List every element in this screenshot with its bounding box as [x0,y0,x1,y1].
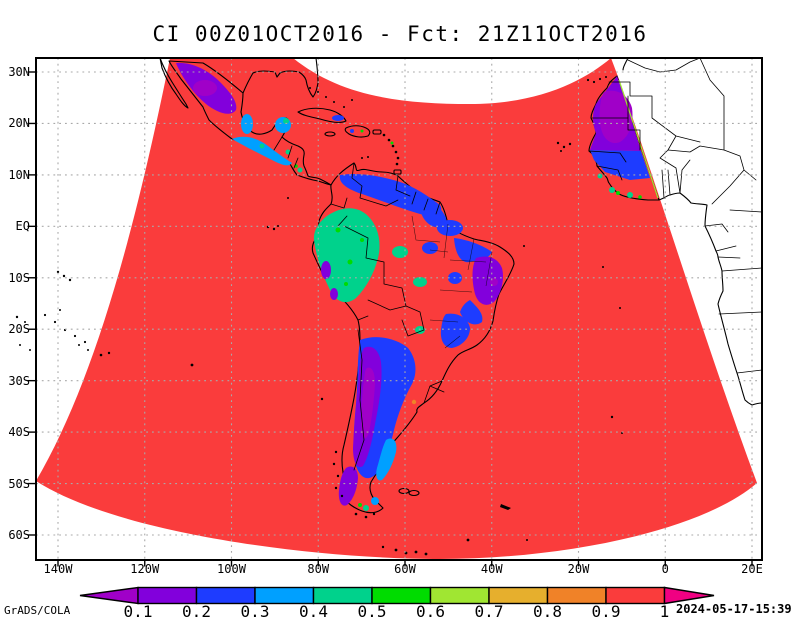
lon-label: 20E [741,562,763,576]
lon-label: 20W [567,562,590,576]
lon-label: 80W [307,562,330,576]
caribbean-islands [297,87,402,175]
lat-label: 10S [8,270,30,285]
south-america-data [311,162,515,514]
cb-level-label: 0.8 [533,602,562,618]
lat-label: 60S [8,527,30,542]
lat-label: EQ [15,219,30,234]
west-africa-data [588,75,660,201]
cb-level-label: 0.2 [182,602,211,618]
lat-label: 30S [8,373,30,388]
axis-ticks [27,71,753,567]
cb-arrow-high [663,586,715,605]
lon-label: 100W [217,562,246,576]
credit-text: GrADS/COLA [4,604,71,617]
cb-level-label: 0.6 [416,602,445,618]
mexico-central-america-data [168,60,332,186]
lon-label: 40W [480,562,503,576]
lon-label: 0 [661,562,669,576]
lon-label: 140W [43,562,73,576]
colorbar: 0.1 0.2 0.3 0.4 0.5 0.6 0.7 0.8 0.9 1 [79,586,715,618]
country-borders-africa [608,57,763,374]
plot-title: CI 00Z01OCT2016 - Fct: 21Z11OCT2016 [152,22,648,46]
cb-level-label: 1 [660,602,670,618]
timestamp-text: 2024-05-17-15:39 [676,602,792,616]
cb-level-label: 0.1 [124,602,153,618]
gridlines [36,58,762,560]
lat-label: 40S [8,425,30,440]
cb-level-label: 0.5 [358,602,387,618]
cb-level-label: 0.4 [299,602,328,618]
lon-label: 120W [130,562,160,576]
cb-level-label: 0.3 [241,602,270,618]
lat-label: 30N [8,65,30,79]
cb-level-label: 0.9 [592,602,621,618]
cb-level-label: 0.7 [475,602,504,618]
lat-label: 20N [8,116,30,131]
plot-frame [35,57,763,561]
lat-label: 50S [8,476,30,491]
lon-label: 60W [394,562,416,576]
lat-label: 20S [8,322,30,337]
lat-label: 10N [8,167,30,182]
